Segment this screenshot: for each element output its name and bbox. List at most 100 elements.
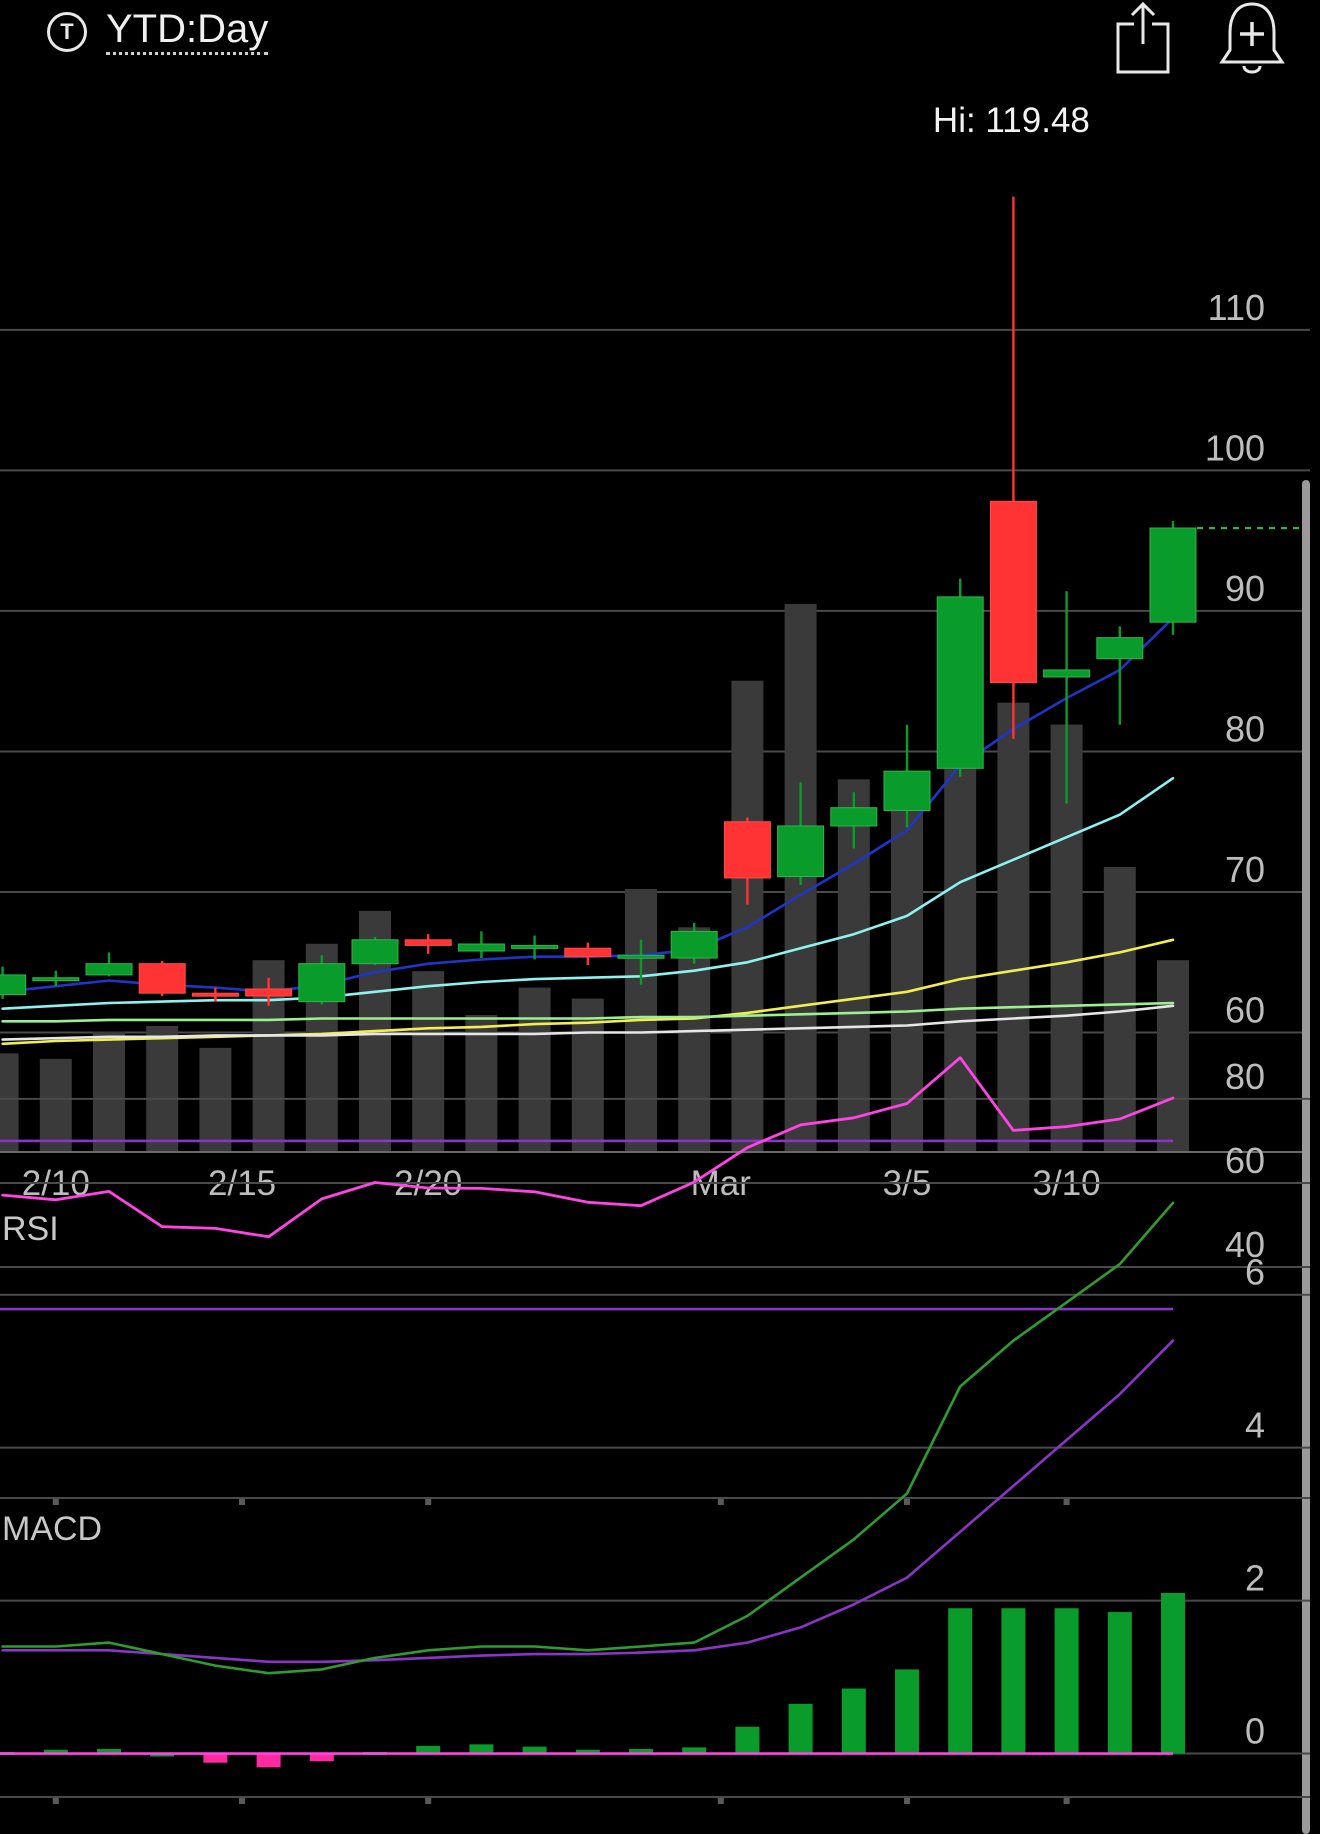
candle-body[interactable] [245, 988, 293, 997]
macd-histogram-bar [1107, 1612, 1132, 1754]
share-icon[interactable] [1110, 0, 1176, 76]
rsi-tick-label: 60 [1225, 1140, 1265, 1181]
candle-body[interactable] [404, 939, 452, 946]
volume-bar [465, 1015, 498, 1152]
period-selector[interactable]: YTD:Day [106, 6, 269, 55]
macd-histogram-bar [788, 1703, 813, 1754]
macd-histogram-bar [416, 1745, 441, 1754]
macd-x-tick [52, 1798, 59, 1804]
macd-histogram-bar [43, 1749, 68, 1754]
macd-histogram-bar [1161, 1592, 1185, 1754]
volume-bar [518, 987, 551, 1152]
candle-body[interactable] [298, 963, 346, 1003]
macd-x-tick [904, 1798, 910, 1804]
candle-body[interactable] [1043, 669, 1091, 678]
price-tick-label: 100 [1205, 427, 1265, 468]
volume-bar [678, 927, 711, 1152]
macd-tick-label: 4 [1245, 1405, 1265, 1446]
candle-body[interactable] [85, 963, 133, 976]
macd-histogram-bar [735, 1726, 760, 1754]
macd-histogram-bar [309, 1753, 334, 1762]
rsi-title: RSI [2, 1210, 59, 1248]
candle-body[interactable] [777, 825, 825, 878]
macd-x-tick [1063, 1798, 1070, 1804]
rsi-x-tick [1063, 1499, 1070, 1505]
moving-average-line [1, 1004, 1175, 1041]
moving-average-line [1, 1001, 1175, 1023]
chart-header: T YTD:Day [0, 0, 1320, 74]
candle-body[interactable] [1096, 637, 1144, 660]
price-tick-label: 90 [1225, 568, 1265, 609]
macd-histogram-bar [256, 1753, 281, 1768]
macd-histogram-bar [841, 1688, 866, 1754]
macd-histogram-bar [1001, 1608, 1026, 1754]
candle-body[interactable] [989, 500, 1037, 684]
volume-bar [0, 1053, 19, 1152]
macd-tick-label: 2 [1245, 1558, 1265, 1599]
moving-average-line [1, 938, 1175, 1046]
candle-body[interactable] [670, 930, 718, 959]
candle-body[interactable] [1149, 527, 1197, 623]
macd-histogram-bar [203, 1753, 228, 1763]
candle-body[interactable] [617, 954, 665, 959]
rsi-line [1, 1056, 1175, 1239]
macd-signal-line [1, 1339, 1175, 1664]
rsi-x-tick [239, 1499, 245, 1505]
macd-histogram-bar [522, 1746, 547, 1754]
macd-x-tick [717, 1798, 724, 1804]
price-tick-label: 80 [1225, 708, 1265, 749]
macd-x-tick [425, 1798, 432, 1804]
macd-line [1, 1201, 1175, 1675]
volume-bar [199, 1047, 232, 1152]
volume-bar [731, 680, 764, 1152]
candle-body[interactable] [723, 821, 771, 879]
candle-body[interactable] [351, 939, 399, 965]
volume-bar [997, 702, 1030, 1152]
macd-histogram-bar [629, 1748, 653, 1754]
candle-body[interactable] [936, 596, 984, 769]
candle-body[interactable] [138, 963, 186, 994]
volume-bar [944, 724, 977, 1152]
rsi-x-tick [904, 1499, 910, 1505]
macd-x-tick [239, 1798, 245, 1804]
macd-tick-label: 6 [1245, 1252, 1265, 1293]
rsi-x-tick [425, 1499, 432, 1505]
candle-body[interactable] [883, 770, 931, 811]
rsi-x-tick [717, 1499, 724, 1505]
candle-body[interactable] [191, 992, 239, 997]
macd-histogram-bar [895, 1669, 919, 1754]
volume-bar [146, 1025, 179, 1152]
vertical-scrollbar[interactable] [1302, 480, 1310, 1834]
macd-histogram-bar [97, 1748, 121, 1754]
macd-histogram-bar [150, 1753, 175, 1757]
macd-histogram-bar [1054, 1608, 1079, 1754]
macd-title: MACD [2, 1510, 102, 1548]
price-tick-label: 60 [1225, 990, 1265, 1031]
candle-body[interactable] [0, 974, 27, 996]
candle-body[interactable] [830, 807, 878, 827]
candle-body[interactable] [564, 947, 612, 958]
macd-histogram-bar [682, 1747, 707, 1754]
price-tick-label: 70 [1225, 849, 1265, 890]
rsi-tick-label: 80 [1225, 1056, 1265, 1097]
volume-bar [39, 1058, 72, 1152]
macd-histogram-bar [948, 1608, 973, 1754]
rsi-tick-label: 40 [1225, 1224, 1265, 1265]
moving-average-line [1, 776, 1175, 1011]
volume-bar [891, 806, 923, 1152]
candle-body[interactable] [457, 943, 505, 952]
add-alert-bell-icon[interactable] [1214, 0, 1290, 80]
volume-bar [93, 1031, 125, 1152]
price-tick-label: 110 [1208, 287, 1265, 328]
volume-bar [412, 971, 445, 1152]
candle-body[interactable] [32, 977, 80, 982]
high-price-label: Hi: 119.48 [933, 101, 1090, 140]
candle-body[interactable] [511, 944, 559, 949]
rsi-x-tick [52, 1499, 59, 1505]
volume-bar [1157, 960, 1189, 1152]
period-icon[interactable]: T [47, 12, 87, 52]
macd-histogram-bar [575, 1749, 600, 1754]
macd-tick-label: 0 [1245, 1711, 1265, 1752]
macd-histogram-bar [469, 1744, 494, 1754]
